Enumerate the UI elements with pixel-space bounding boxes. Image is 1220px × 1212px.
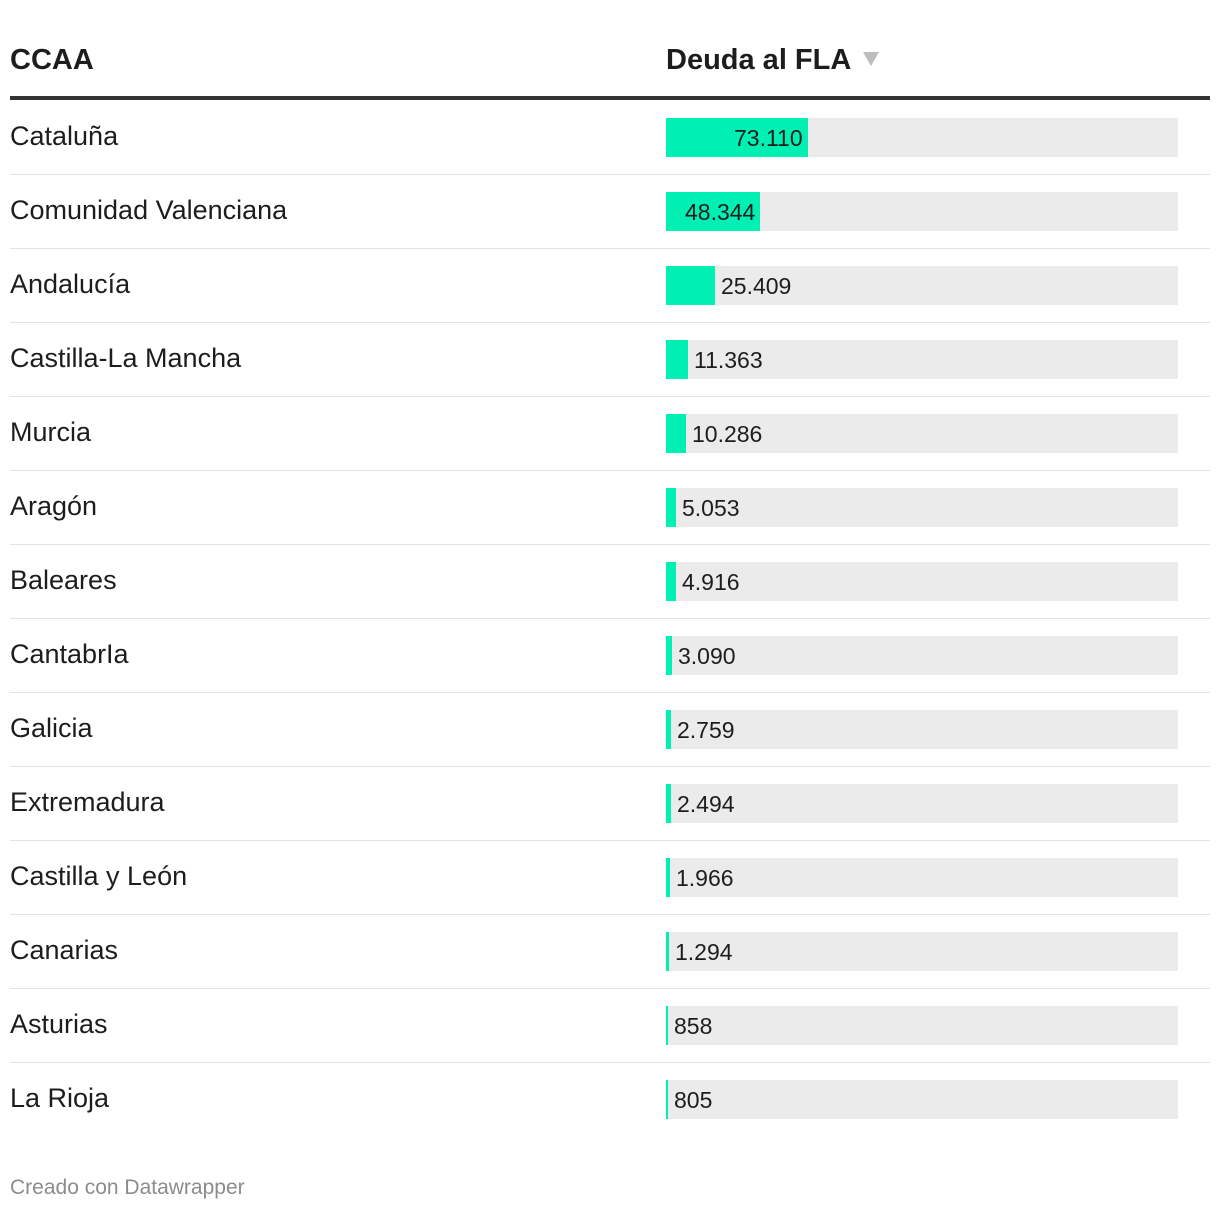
- bar-fill: [666, 562, 676, 601]
- bar-fill: [666, 118, 808, 157]
- bar-value-label: 2.759: [677, 717, 735, 743]
- ccaa-name: Asturias: [10, 1009, 108, 1039]
- bar-fill: [666, 1080, 668, 1119]
- table-row: Extremadura 2.494: [10, 767, 1210, 841]
- ccaa-name: Castilla y León: [10, 861, 188, 891]
- table-row: CantabrIa 3.090: [10, 619, 1210, 693]
- bar-value-label: 10.286: [692, 421, 763, 447]
- bar-track: 11.363: [666, 340, 1178, 379]
- bar-track: 2.494: [666, 784, 1178, 823]
- table-row: Canarias 1.294: [10, 915, 1210, 989]
- bar-fill: [666, 858, 670, 897]
- column-header-ccaa[interactable]: CCAA: [10, 44, 94, 77]
- bar-value-label: 73.110: [734, 125, 803, 151]
- bar-track: 858: [666, 1006, 1178, 1045]
- bar-track: 3.090: [666, 636, 1178, 675]
- bar-value-label: 2.494: [677, 791, 735, 817]
- ccaa-name: Murcia: [10, 417, 92, 447]
- bar-fill: [666, 710, 671, 749]
- table-row: Andalucía 25.409: [10, 249, 1210, 323]
- table-row: Castilla y León 1.966: [10, 841, 1210, 915]
- bar-value-label: 25.409: [721, 273, 792, 299]
- bar-value-label: 858: [674, 1013, 713, 1039]
- bar-fill: [666, 784, 671, 823]
- credit-text[interactable]: Creado con Datawrapper: [10, 1176, 245, 1199]
- bar-fill: [666, 414, 686, 453]
- bar-track: 1.966: [666, 858, 1178, 897]
- table-row: Aragón 5.053: [10, 471, 1210, 545]
- bar-value-label: 1.966: [676, 865, 734, 891]
- table-row: Galicia 2.759: [10, 693, 1210, 767]
- bar-fill: [666, 636, 672, 675]
- ccaa-name: Galicia: [10, 713, 93, 743]
- ccaa-name: Canarias: [10, 935, 119, 965]
- bar-value-label: 805: [674, 1087, 713, 1113]
- ccaa-name: Andalucía: [10, 269, 131, 299]
- ccaa-name: Cataluña: [10, 121, 119, 151]
- bar-value-label: 48.344: [685, 199, 756, 225]
- ccaa-name: Castilla-La Mancha: [10, 343, 242, 373]
- table-header: CCAA Deuda al FLA: [10, 0, 1210, 100]
- ccaa-name: La Rioja: [10, 1083, 110, 1113]
- ccaa-name: Baleares: [10, 565, 117, 595]
- table-row: Castilla-La Mancha 11.363: [10, 323, 1210, 397]
- bar-value-label: 3.090: [678, 643, 736, 669]
- bar-fill: [666, 932, 669, 971]
- bar-track: 805: [666, 1080, 1178, 1119]
- bar-track: 48.344: [666, 192, 1178, 231]
- table-row: Cataluña 73.110: [10, 101, 1210, 175]
- bar-track: 5.053: [666, 488, 1178, 527]
- bar-track: 73.110: [666, 118, 1178, 157]
- bar-fill: [666, 266, 715, 305]
- table-row: Murcia 10.286: [10, 397, 1210, 471]
- column-header-ccaa-label: CCAA: [10, 44, 94, 76]
- data-table: CCAA Deuda al FLA Cataluña 73.110 Comunida…: [10, 0, 1210, 1119]
- ccaa-name: Comunidad Valenciana: [10, 195, 288, 225]
- table-body: Cataluña 73.110 Comunidad Valenciana 48.344…: [10, 101, 1210, 1137]
- bar-track: 1.294: [666, 932, 1178, 971]
- ccaa-name: Aragón: [10, 491, 98, 521]
- bar-value-label: 5.053: [682, 495, 740, 521]
- ccaa-name: CantabrIa: [10, 639, 129, 669]
- bar-value-label: 1.294: [675, 939, 733, 965]
- table-row: Asturias 858: [10, 989, 1210, 1063]
- ccaa-name: Extremadura: [10, 787, 165, 817]
- bar-fill: [666, 488, 676, 527]
- bar-track: 2.759: [666, 710, 1178, 749]
- table-row: Comunidad Valenciana 48.344: [10, 175, 1210, 249]
- sort-descending-icon[interactable]: [863, 52, 880, 67]
- bar-track: 10.286: [666, 414, 1178, 453]
- bar-fill: [666, 1006, 668, 1045]
- bar-track: 25.409: [666, 266, 1178, 305]
- column-header-deuda-label: Deuda al FLA: [666, 44, 852, 76]
- bar-value-label: 11.363: [694, 347, 763, 373]
- table-row: Baleares 4.916: [10, 545, 1210, 619]
- bar-fill: [666, 340, 688, 379]
- bar-fill: [666, 192, 760, 231]
- bar-track: 4.916: [666, 562, 1178, 601]
- table-row: La Rioja 805: [10, 1063, 1210, 1137]
- bar-value-label: 4.916: [682, 569, 740, 595]
- column-header-deuda[interactable]: Deuda al FLA: [666, 44, 880, 77]
